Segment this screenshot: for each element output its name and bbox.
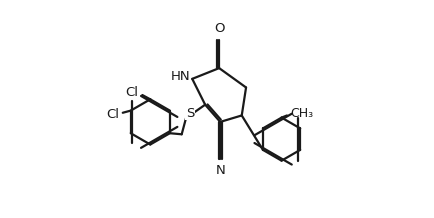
Text: Cl: Cl — [106, 108, 119, 121]
Text: S: S — [186, 107, 194, 120]
Text: HN: HN — [171, 70, 190, 83]
Text: CH₃: CH₃ — [290, 107, 313, 120]
Text: N: N — [215, 164, 225, 177]
Text: O: O — [214, 22, 224, 35]
Text: Cl: Cl — [125, 86, 138, 99]
